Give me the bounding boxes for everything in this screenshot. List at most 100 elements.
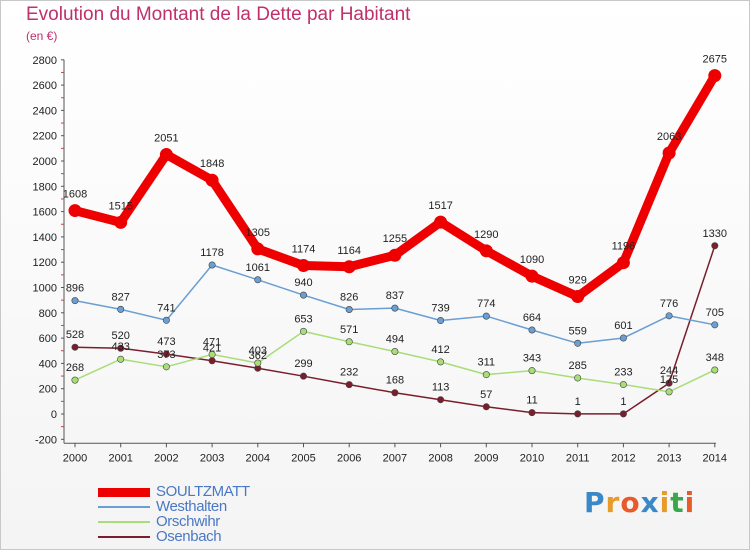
data-point bbox=[345, 381, 353, 389]
data-point bbox=[251, 242, 265, 256]
legend-swatch bbox=[98, 521, 150, 523]
data-point bbox=[711, 321, 719, 329]
series-layer bbox=[68, 69, 722, 418]
data-point bbox=[208, 350, 216, 358]
logo-letter: i bbox=[684, 486, 696, 519]
data-point bbox=[254, 276, 262, 284]
data-point bbox=[342, 260, 356, 274]
data-point bbox=[665, 388, 673, 396]
x-tick-label: 2014 bbox=[703, 452, 727, 464]
data-point bbox=[482, 312, 490, 320]
data-label: 168 bbox=[386, 375, 404, 387]
data-point bbox=[254, 359, 262, 367]
proxiti-logo: Proxiti bbox=[584, 486, 695, 519]
data-point bbox=[528, 409, 536, 417]
data-point bbox=[117, 305, 125, 313]
x-tick-label: 2000 bbox=[63, 452, 87, 464]
data-label: 2051 bbox=[154, 133, 178, 145]
data-point bbox=[162, 316, 170, 324]
data-point bbox=[391, 304, 399, 312]
data-point bbox=[665, 312, 673, 320]
data-label: 57 bbox=[480, 389, 492, 401]
legend-label: Orschwihr bbox=[156, 513, 220, 530]
data-point bbox=[479, 244, 493, 258]
data-label: 528 bbox=[66, 329, 84, 341]
y-tick-label: -200 bbox=[35, 434, 57, 446]
data-point bbox=[162, 350, 170, 358]
data-label: 776 bbox=[660, 298, 678, 310]
data-point bbox=[619, 334, 627, 342]
x-tick-label: 2009 bbox=[474, 452, 498, 464]
data-point bbox=[619, 410, 627, 418]
legend-swatch bbox=[98, 536, 150, 538]
data-point bbox=[482, 371, 490, 379]
data-point bbox=[665, 379, 673, 387]
data-label: 268 bbox=[66, 362, 84, 374]
data-point bbox=[159, 148, 173, 162]
y-tick-label: 2600 bbox=[33, 80, 57, 92]
data-point bbox=[299, 327, 307, 335]
data-labels: 1608 1515 2051 1848 1305 1174 1164 1255 1517 1290… bbox=[63, 54, 727, 408]
y-tick-label: 800 bbox=[39, 308, 57, 320]
data-point bbox=[525, 269, 539, 283]
data-point bbox=[434, 215, 448, 229]
data-label: 1330 bbox=[703, 228, 727, 240]
data-label: 1090 bbox=[520, 254, 544, 266]
data-label: 412 bbox=[431, 344, 449, 356]
data-point bbox=[114, 215, 128, 229]
data-label: 1178 bbox=[200, 247, 224, 259]
y-tick-label: 600 bbox=[39, 333, 57, 345]
data-point bbox=[345, 306, 353, 314]
data-label: 1255 bbox=[383, 233, 407, 245]
data-label: 1174 bbox=[292, 243, 316, 255]
data-point bbox=[528, 326, 536, 334]
data-label: 2675 bbox=[703, 54, 727, 66]
data-point bbox=[437, 396, 445, 404]
data-point bbox=[71, 297, 79, 305]
logo-letter: r bbox=[605, 486, 621, 519]
data-point bbox=[619, 381, 627, 389]
data-point bbox=[71, 343, 79, 351]
data-label: 233 bbox=[614, 367, 632, 379]
data-label: 311 bbox=[478, 357, 496, 369]
data-point bbox=[711, 242, 719, 250]
x-tick-label: 2007 bbox=[383, 452, 407, 464]
data-label: 520 bbox=[112, 330, 130, 342]
data-point bbox=[437, 358, 445, 366]
data-point bbox=[68, 204, 82, 218]
data-label: 473 bbox=[157, 336, 175, 348]
data-point bbox=[208, 261, 216, 269]
x-tick-label: 2013 bbox=[657, 452, 681, 464]
data-label: 1164 bbox=[337, 245, 361, 257]
data-label: 1061 bbox=[246, 262, 270, 274]
y-tick-label: 2400 bbox=[33, 105, 57, 117]
data-label: 571 bbox=[340, 324, 358, 336]
data-label: 1608 bbox=[63, 189, 87, 201]
data-label: 232 bbox=[340, 367, 358, 379]
y-tick-label: 1400 bbox=[33, 232, 57, 244]
y-tick-label: 1200 bbox=[33, 257, 57, 269]
data-label: 11 bbox=[526, 395, 537, 407]
data-label: 2063 bbox=[657, 131, 681, 143]
data-point bbox=[391, 348, 399, 356]
y-tick-label: 2000 bbox=[33, 156, 57, 168]
logo-letter: t bbox=[670, 486, 685, 519]
data-label: 1515 bbox=[108, 200, 132, 212]
data-point bbox=[208, 357, 216, 365]
x-tick-label: 2002 bbox=[154, 452, 178, 464]
data-label: 1290 bbox=[474, 229, 498, 241]
data-point bbox=[297, 258, 310, 272]
data-label: 837 bbox=[386, 290, 404, 302]
logo-letter: o bbox=[620, 486, 641, 519]
data-label: 471 bbox=[203, 336, 221, 348]
data-label: 705 bbox=[706, 307, 724, 319]
data-label: 494 bbox=[386, 334, 404, 346]
data-label: 343 bbox=[523, 353, 541, 365]
data-label: 299 bbox=[294, 358, 312, 370]
legend-label: Osenbach bbox=[156, 528, 222, 545]
data-label: 739 bbox=[431, 303, 449, 315]
data-label: 433 bbox=[112, 341, 130, 353]
x-tick-label: 2003 bbox=[200, 452, 224, 464]
x-tick-label: 2004 bbox=[246, 452, 270, 464]
chart-axes: -200 0 200 400 600 800 1000 1200 1400 1600 1800 200… bbox=[33, 55, 728, 464]
